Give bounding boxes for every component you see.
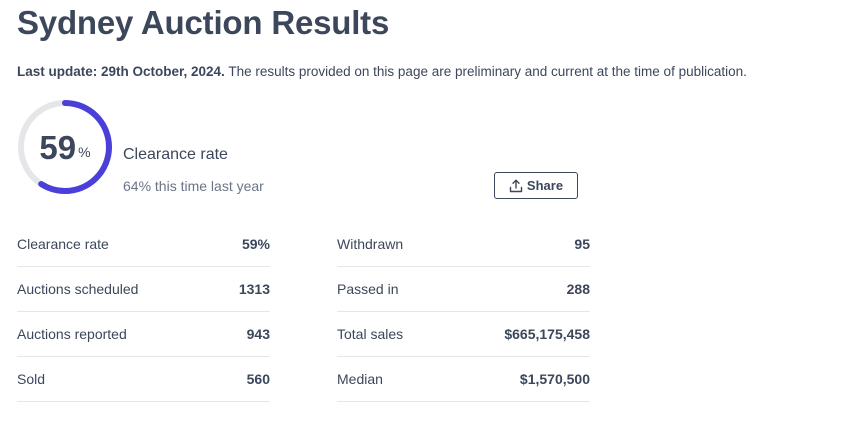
stat-value: 943 [246, 326, 270, 342]
stat-row-withdrawn: Withdrawn 95 [337, 222, 590, 267]
share-button[interactable]: Share [494, 172, 578, 199]
gauge-progress-arc [18, 100, 112, 194]
last-update-text: The results provided on this page are pr… [224, 64, 747, 79]
stat-row-total-sales: Total sales $665,175,458 [337, 312, 590, 357]
stat-row-median: Median $1,570,500 [337, 357, 590, 402]
stat-value: 59% [241, 236, 270, 252]
stat-label: Withdrawn [337, 236, 404, 252]
gauge-value: 59% [17, 99, 113, 195]
stat-value: $665,175,458 [504, 326, 590, 342]
stat-value: 1313 [238, 281, 270, 297]
stat-label: Sold [17, 371, 46, 387]
stat-row-sold: Sold 560 [17, 357, 270, 402]
gauge-unit: % [78, 144, 91, 160]
stats-column-left: Clearance rate 59% Auctions scheduled 13… [17, 222, 270, 402]
stat-label: Passed in [337, 281, 399, 297]
stat-label: Auctions reported [17, 326, 127, 342]
stat-row-clearance-rate: Clearance rate 59% [17, 222, 270, 267]
last-year-comparison: 64% this time last year [123, 178, 264, 194]
stat-value: $1,570,500 [519, 371, 590, 387]
last-update-label: Last update: 29th October, 2024. [17, 64, 225, 79]
gauge-number: 59 [39, 128, 77, 166]
clearance-gauge: 59% [17, 99, 113, 195]
stat-value: 95 [574, 236, 590, 252]
clearance-gauge-ring [18, 100, 112, 194]
page-title: Sydney Auction Results [17, 4, 390, 41]
stats-column-right: Withdrawn 95 Passed in 288 Total sales $… [337, 222, 590, 402]
stat-value: 560 [246, 371, 270, 387]
stat-label: Median [337, 371, 383, 387]
share-upload-icon [509, 179, 523, 193]
last-update-line: Last update: 29th October, 2024. The res… [17, 64, 747, 79]
clearance-rate-title: Clearance rate [123, 146, 228, 163]
stat-label: Total sales [337, 326, 404, 342]
stat-label: Clearance rate [17, 236, 109, 252]
stat-row-passed-in: Passed in 288 [337, 267, 590, 312]
stat-label: Auctions scheduled [17, 281, 139, 297]
stat-row-auctions-scheduled: Auctions scheduled 1313 [17, 267, 270, 312]
share-button-label: Share [526, 178, 564, 193]
stat-value: 288 [566, 281, 590, 297]
stat-row-auctions-reported: Auctions reported 943 [17, 312, 270, 357]
